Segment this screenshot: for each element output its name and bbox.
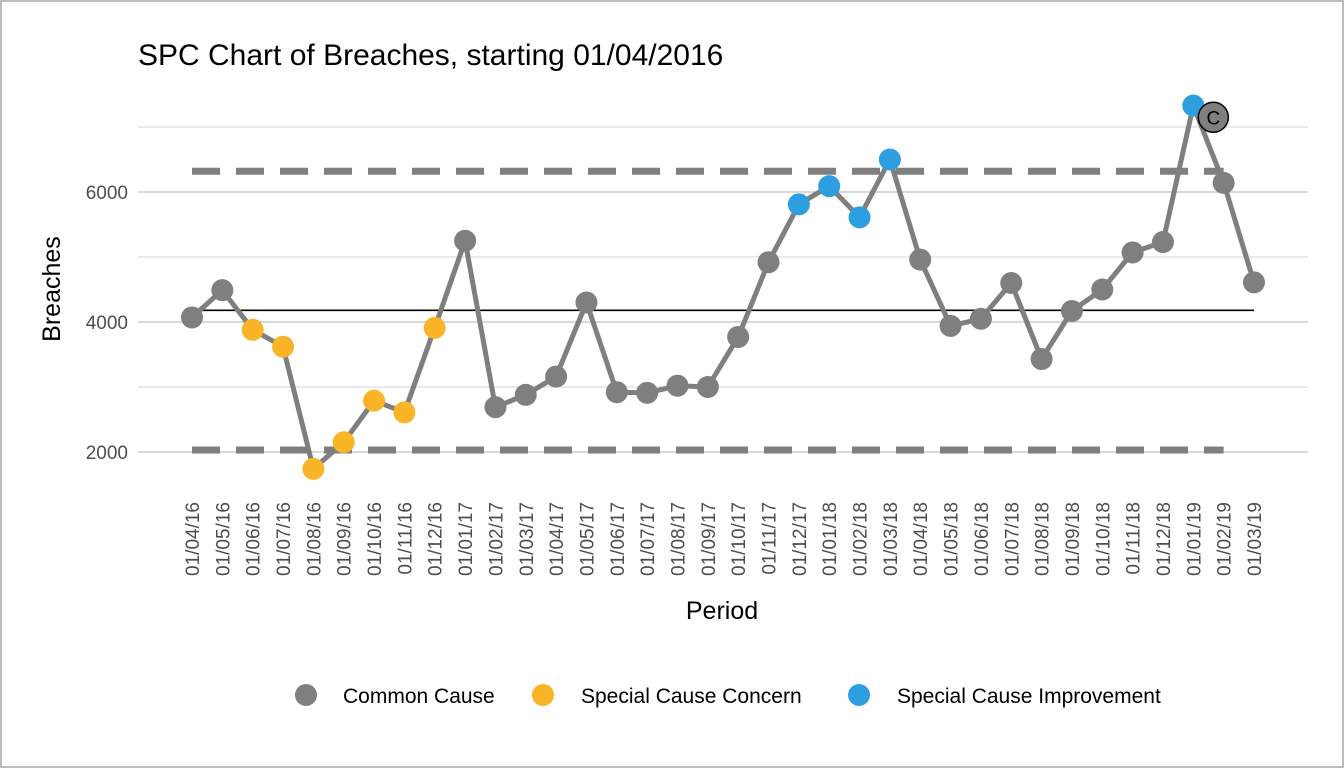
y-tick-label: 2000 (86, 443, 128, 464)
data-point-concern (332, 431, 355, 454)
data-point-common (575, 291, 598, 314)
data-point-common (484, 396, 507, 419)
x-tick-label: 01/10/17 (729, 502, 750, 576)
data-point-concern (393, 401, 416, 424)
data-point-improvement (1182, 94, 1205, 117)
data-point-concern (241, 318, 264, 341)
x-tick-label: 01/08/18 (1033, 502, 1054, 576)
x-axis-tick-labels: 01/04/16 01/05/16 01/06/16 01/07/16 01/08/16… (183, 502, 1266, 576)
data-point-concern (363, 389, 386, 412)
x-tick-label: 01/06/17 (608, 502, 629, 576)
legend-key-improvement (848, 684, 870, 706)
data-point-common (696, 376, 719, 398)
y-tick-label: 4000 (86, 313, 128, 334)
x-tick-label: 01/01/19 (1184, 502, 1205, 576)
legend-label: Special Cause Concern (581, 685, 802, 708)
x-tick-label: 01/11/18 (1124, 502, 1145, 575)
x-tick-label: 01/07/16 (274, 502, 295, 576)
x-tick-label: 01/07/18 (1002, 502, 1023, 576)
x-axis-title: Period (686, 597, 758, 625)
data-point-common (181, 306, 203, 329)
x-tick-label: 01/11/16 (395, 502, 416, 575)
data-point-common (1030, 348, 1053, 371)
x-tick-label: 01/04/17 (547, 502, 568, 576)
data-point-common (514, 383, 537, 406)
x-tick-label: 01/12/16 (426, 502, 447, 576)
data-point-common (211, 279, 234, 302)
legend-key-common (295, 684, 317, 706)
x-tick-label: 01/03/19 (1245, 502, 1266, 576)
x-tick-label: 01/07/17 (638, 502, 659, 576)
data-point-common (939, 314, 962, 337)
gridlines (138, 126, 1308, 453)
data-point-common (1121, 241, 1144, 264)
x-tick-label: 01/06/18 (972, 502, 993, 576)
control-limits (192, 167, 1254, 454)
annotation-label: C (1206, 108, 1220, 129)
legend-key-concern (532, 684, 554, 706)
x-tick-label: 01/03/17 (517, 502, 538, 576)
data-point-common (1060, 299, 1083, 322)
x-tick-label: 01/05/16 (213, 502, 234, 576)
x-tick-label: 01/04/18 (911, 502, 932, 576)
data-point-common (1212, 171, 1235, 194)
x-tick-label: 01/11/17 (760, 502, 781, 575)
x-tick-label: 01/08/17 (668, 502, 689, 576)
data-point-common (757, 251, 780, 274)
data-point-concern (272, 335, 295, 358)
y-axis-tick-labels: 2000 4000 6000 (86, 183, 128, 464)
annotation-marker (1197, 101, 1230, 133)
series: C (181, 94, 1265, 480)
data-point-common (969, 307, 992, 330)
data-point-improvement (787, 193, 810, 216)
x-tick-label: 01/02/17 (486, 502, 507, 576)
data-point-concern (302, 457, 325, 480)
chart-title: SPC Chart of Breaches, starting 01/04/20… (138, 39, 723, 72)
x-tick-label: 01/09/18 (1063, 502, 1084, 576)
data-point-improvement (848, 206, 871, 229)
x-tick-label: 01/01/18 (820, 502, 841, 576)
legend-label: Special Cause Improvement (897, 685, 1161, 708)
legend: Common Cause Special Cause Concern Special… (295, 684, 1161, 708)
x-tick-label: 01/02/19 (1215, 502, 1236, 576)
data-point-concern (423, 316, 446, 339)
x-tick-label: 01/09/17 (699, 502, 720, 576)
data-point-improvement (878, 148, 901, 171)
data-point-common (454, 229, 477, 252)
legend-label: Common Cause (343, 685, 495, 708)
x-tick-label: 01/08/16 (304, 502, 325, 576)
x-tick-label: 01/06/16 (244, 502, 265, 576)
x-tick-label: 01/12/17 (790, 502, 811, 576)
data-point-common (636, 381, 659, 404)
data-point-common (727, 325, 750, 348)
data-point-common (605, 381, 628, 404)
x-tick-label: 01/12/18 (1154, 502, 1175, 576)
data-point-common (1243, 271, 1265, 294)
data-point-common (666, 374, 689, 397)
x-tick-label: 01/02/18 (851, 502, 872, 576)
y-tick-label: 6000 (86, 183, 128, 204)
data-point-common (545, 365, 568, 388)
data-point-common (1091, 278, 1114, 301)
x-tick-label: 01/05/18 (942, 502, 963, 576)
data-point-common (909, 248, 932, 271)
x-tick-label: 01/04/16 (183, 502, 204, 576)
x-tick-label: 01/01/17 (456, 502, 477, 576)
data-point-improvement (818, 175, 841, 198)
x-tick-label: 01/03/18 (881, 502, 902, 576)
data-point-common (1151, 231, 1174, 254)
x-tick-label: 01/05/17 (577, 502, 598, 576)
x-tick-label: 01/10/16 (365, 502, 386, 576)
y-axis-title: Breaches (38, 236, 66, 342)
x-tick-label: 01/09/16 (335, 502, 356, 576)
data-point-common (1000, 272, 1023, 294)
x-tick-label: 01/10/18 (1093, 502, 1114, 576)
